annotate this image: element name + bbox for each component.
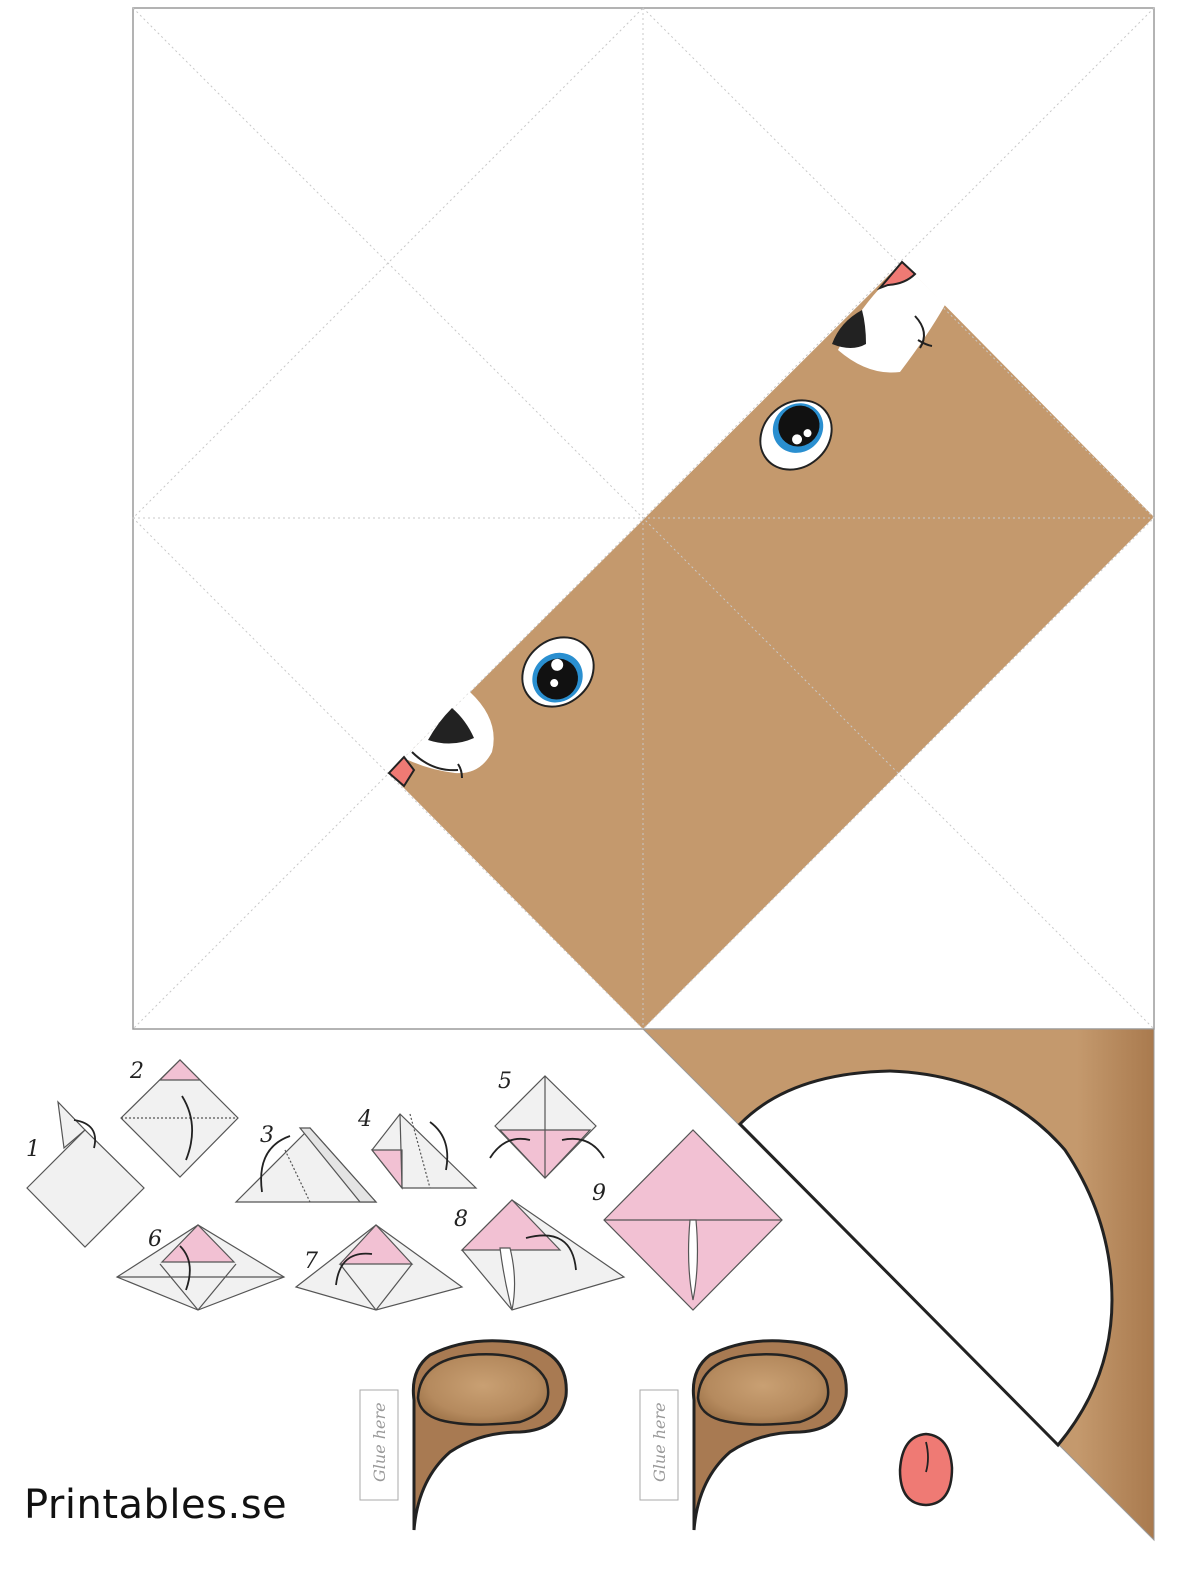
fold-step-5: 5 bbox=[489, 1069, 605, 1179]
face-band bbox=[389, 262, 1154, 1029]
step-number: 8 bbox=[454, 1207, 468, 1232]
curved-arrow-icon bbox=[429, 1121, 449, 1171]
ear-left: Glue here bbox=[359, 1339, 568, 1531]
step-number: 3 bbox=[260, 1123, 274, 1148]
curved-arrow-icon bbox=[335, 1252, 373, 1286]
fold-step-9: 9 bbox=[592, 1129, 783, 1311]
step-number: 2 bbox=[129, 1059, 144, 1084]
curved-arrow-icon bbox=[179, 1245, 191, 1291]
upper-muzzle bbox=[832, 260, 945, 373]
eye-icon bbox=[759, 399, 833, 471]
fold-step-6: 6 bbox=[115, 1224, 286, 1311]
curved-arrow-icon bbox=[73, 1119, 96, 1149]
tongue-icon bbox=[898, 1432, 954, 1507]
fold-step-8: 8 bbox=[454, 1199, 626, 1311]
nose-icon bbox=[832, 310, 866, 348]
ear-right: Glue here bbox=[639, 1339, 848, 1531]
corner-face-piece bbox=[641, 1028, 1155, 1542]
fortune-teller-square bbox=[132, 7, 1155, 1030]
fold-step-7: 7 bbox=[294, 1224, 464, 1311]
step-number: 4 bbox=[357, 1107, 372, 1132]
eye-icon bbox=[521, 636, 595, 708]
lower-muzzle bbox=[387, 692, 494, 788]
fold-step-3: 3 bbox=[234, 1123, 378, 1203]
fold-step-1: 1 bbox=[26, 1100, 145, 1248]
fold-step-2: 2 bbox=[120, 1059, 239, 1178]
fold-step-4: 4 bbox=[357, 1107, 478, 1190]
nose-icon bbox=[428, 708, 474, 744]
step-number: 9 bbox=[592, 1181, 606, 1206]
curved-arrow-icon bbox=[561, 1137, 605, 1159]
step-number: 7 bbox=[304, 1249, 318, 1274]
curved-arrow-icon bbox=[489, 1137, 531, 1159]
folding-instructions: 1 2 3 4 bbox=[26, 1059, 783, 1311]
curved-arrow-icon bbox=[525, 1234, 577, 1271]
curved-arrow-icon bbox=[181, 1095, 194, 1161]
step-number: 6 bbox=[148, 1227, 162, 1252]
step-number: 5 bbox=[498, 1069, 512, 1094]
brand-logo-text: Printables.se bbox=[24, 1482, 288, 1528]
glue-label: Glue here bbox=[650, 1402, 669, 1482]
step-number: 1 bbox=[26, 1137, 40, 1162]
curved-arrow-icon bbox=[260, 1135, 291, 1193]
glue-label: Glue here bbox=[370, 1402, 389, 1482]
